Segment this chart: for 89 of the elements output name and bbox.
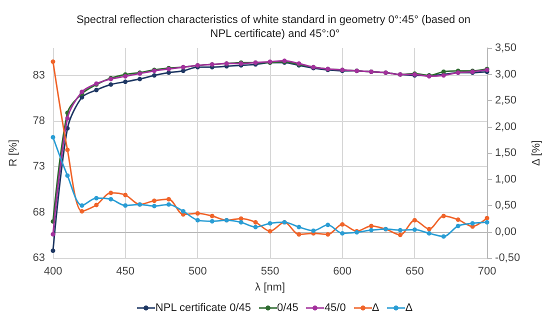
point xyxy=(108,190,114,196)
y-tick-label: 63 xyxy=(32,252,45,264)
point xyxy=(326,232,330,237)
y-axis-title: R [%] xyxy=(8,140,20,166)
point xyxy=(94,196,99,200)
point xyxy=(80,203,84,208)
point xyxy=(152,198,157,204)
point xyxy=(268,228,272,234)
point xyxy=(484,216,490,220)
point xyxy=(238,220,244,225)
x-tick-label: 500 xyxy=(188,266,207,278)
point xyxy=(296,224,302,230)
point xyxy=(166,196,171,202)
point xyxy=(138,76,142,82)
point xyxy=(123,203,128,208)
point xyxy=(311,228,316,233)
y2-tick-label: 2,00 xyxy=(495,120,516,133)
point xyxy=(253,220,258,225)
y-tick-label: 68 xyxy=(32,206,45,218)
point xyxy=(195,218,200,222)
point xyxy=(210,214,214,218)
point xyxy=(441,69,446,74)
point xyxy=(166,202,171,207)
point xyxy=(340,231,345,236)
point xyxy=(94,202,99,208)
point xyxy=(412,218,417,222)
x-tick-label: 600 xyxy=(333,266,352,278)
y-tick-label: 73 xyxy=(32,160,45,173)
x-tick-label: 450 xyxy=(116,266,135,278)
point xyxy=(484,220,490,225)
y2-tick-label: -0,50 xyxy=(495,252,520,264)
point xyxy=(108,82,114,87)
point xyxy=(326,222,330,228)
point xyxy=(253,224,258,230)
point xyxy=(65,173,70,178)
chart-title: Spectral reflection characteristics of white standard in geometry 0°:45° (based on NPL certificate) and 45°:0° xyxy=(76,14,474,40)
point xyxy=(180,209,186,214)
point xyxy=(123,192,128,198)
x-tick-label: 700 xyxy=(478,266,496,278)
legend-label: 0/45 xyxy=(277,302,298,314)
y2-tick-label: 3,00 xyxy=(495,68,516,80)
point xyxy=(296,232,302,237)
point xyxy=(152,204,157,208)
point xyxy=(441,214,446,218)
point xyxy=(195,211,200,216)
point xyxy=(412,227,417,232)
y2-tick-label: 3,50 xyxy=(495,42,516,54)
point xyxy=(426,231,432,236)
y-tick-label: 78 xyxy=(32,115,45,128)
point xyxy=(441,234,446,239)
point xyxy=(108,196,114,202)
y2-axis-title: Δ [%] xyxy=(530,140,542,166)
point xyxy=(94,88,99,92)
point xyxy=(50,232,56,237)
point xyxy=(369,224,374,228)
point xyxy=(80,209,84,214)
x-tick-label: 550 xyxy=(260,266,280,278)
x-tick-label: 400 xyxy=(44,266,62,278)
y2-tick-label: 2,50 xyxy=(495,94,516,106)
point xyxy=(65,116,70,121)
y2-tick-label: 0,50 xyxy=(495,200,516,212)
point xyxy=(50,248,56,253)
legend-label: NPL certificate 0/45 xyxy=(155,302,252,314)
y2-tick-label: 1,50 xyxy=(495,147,516,159)
point xyxy=(456,217,460,222)
y-tick-label: 83 xyxy=(32,69,45,82)
point xyxy=(456,224,460,228)
x-tick-label: 650 xyxy=(406,266,424,278)
point xyxy=(50,59,56,64)
point xyxy=(123,80,128,84)
point xyxy=(65,148,70,152)
y2-tick-label: 0,00 xyxy=(495,226,516,238)
legend-label: Δ xyxy=(372,302,380,314)
point xyxy=(152,73,157,78)
point xyxy=(180,68,186,74)
point xyxy=(426,226,432,232)
point xyxy=(166,70,171,75)
legend-label: Δ xyxy=(405,302,413,314)
point xyxy=(50,135,56,140)
point xyxy=(268,221,272,226)
point xyxy=(398,228,402,232)
point xyxy=(369,228,374,232)
y2-tick-label: 1,00 xyxy=(495,173,516,186)
x-axis-title: λ [nm] xyxy=(255,281,285,294)
point xyxy=(340,222,345,227)
point xyxy=(210,219,214,224)
point xyxy=(470,221,475,226)
point xyxy=(398,232,402,238)
legend-label: 45/0 xyxy=(324,302,346,314)
